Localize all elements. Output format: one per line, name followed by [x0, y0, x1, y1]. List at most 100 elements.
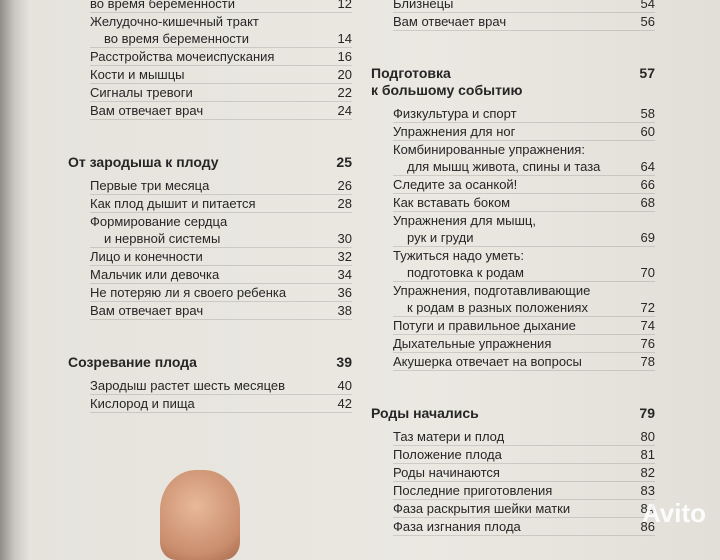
entry-page: 68 [640, 195, 655, 210]
toc-entry: Кости и мышцы 20 [90, 66, 352, 84]
entry-page: 32 [337, 249, 352, 264]
entry-line: Положение плода [393, 447, 502, 462]
entry-line: Потуги и правильное дыхание [393, 318, 576, 333]
entry-line: Дыхательные упражнения [393, 336, 552, 351]
toc-section: Подготовка к большому событию 57 Физкультур… [371, 65, 655, 371]
entry-line: Акушерка отвечает на вопросы [393, 354, 582, 369]
entry-page: 56 [640, 14, 655, 29]
entry-text: Желудочно-кишечный тракт во время беремен… [90, 13, 259, 47]
toc-entry: Расстройства мочеиспускания 16 [90, 48, 352, 66]
entry-page: 40 [337, 378, 352, 393]
entry-page: 60 [640, 124, 655, 139]
entry-line: во время беременности [104, 31, 250, 46]
entry-text: Вам отвечает врач [90, 302, 203, 319]
toc-entry: Мальчик или девочка 34 [90, 266, 352, 284]
entry-line: Как плод дышит и питается [90, 196, 256, 211]
entry-page: 72 [640, 300, 655, 315]
entry-text: Близнецы [393, 0, 453, 12]
entry-line: рук и груди [407, 230, 474, 245]
heading-page: 25 [336, 154, 352, 170]
toc-entry: Последние приготовления 83 [393, 482, 655, 500]
entry-text: Физкультура и спорт [393, 105, 517, 122]
entry-page: 28 [337, 196, 352, 211]
toc-entry: Вам отвечает врач 24 [90, 102, 352, 120]
entry-line: Упражнения, подготавливающие [393, 283, 591, 298]
entry-line: Мальчик или девочка [90, 267, 220, 282]
entry-page: 20 [337, 67, 352, 82]
entry-line: Формирование сердца [90, 214, 228, 229]
entry-page: 86 [640, 519, 655, 534]
toc-entry: Комбинированные упражнения: для мышц живо… [393, 141, 655, 176]
entry-text: Не потеряю ли я своего ребенка [90, 284, 286, 301]
entry-text: Следите за осанкой! [393, 176, 517, 193]
heading-page: 39 [336, 354, 352, 370]
entry-line: Упражнения для ног [393, 124, 516, 139]
entry-line: Лицо и конечности [90, 249, 203, 264]
entry-text: Роды начинаются [393, 464, 500, 481]
entry-text: Как плод дышит и питается [90, 195, 256, 212]
toc-entry: Потуги и правильное дыхание 74 [393, 317, 655, 335]
toc-entry: Сигналы тревоги 22 [90, 84, 352, 102]
entry-line: Сигналы тревоги [90, 85, 193, 100]
heading-line: Подготовка [371, 65, 451, 81]
entry-text: во время беременности [90, 0, 235, 12]
entry-page: 83 [640, 483, 655, 498]
entry-line: Близнецы [393, 0, 454, 11]
section-heading: От зародыша к плоду 25 [68, 154, 352, 171]
toc-entry: Вам отвечает врач 38 [90, 302, 352, 320]
entry-text: Первые три месяца [90, 177, 209, 194]
entry-line: Таз матери и плод [393, 429, 505, 444]
entry-line: Упражнения для мышц, [393, 213, 536, 228]
heading-text: Подготовка к большому событию [371, 65, 523, 99]
entry-text: Кислород и пища [90, 395, 195, 412]
entry-page: 58 [640, 106, 655, 121]
entry-text: Фаза изгнания плода [393, 518, 521, 535]
entry-text: Таз матери и плод [393, 428, 504, 445]
entry-page: 16 [337, 49, 352, 64]
entry-page: 26 [337, 178, 352, 193]
entry-text: Зародыш растет шесть месяцев [90, 377, 285, 394]
entry-text: Формирование сердца и нервной системы [90, 213, 227, 247]
entry-text: Фаза раскрытия шейки матки [393, 500, 570, 517]
entry-page: 84 [640, 501, 655, 516]
heading-text: Созревание плода [68, 354, 197, 371]
heading-text: От зародыша к плоду [68, 154, 219, 171]
toc-entry: Как вставать боком 68 [393, 194, 655, 212]
entry-page: 64 [640, 159, 655, 174]
toc-entry: Дыхательные упражнения 76 [393, 335, 655, 353]
toc-section: От зародыша к плоду 25 Первые три месяца 26… [68, 154, 352, 320]
entry-page: 78 [640, 354, 655, 369]
entry-line: Зародыш растет шесть месяцев [90, 378, 285, 393]
entry-text: Потуги и правильное дыхание [393, 317, 576, 334]
toc-column: во время беременности 12 Желудочно-кишечны… [68, 0, 352, 413]
entry-line: во время беременности [90, 0, 236, 11]
entry-line: Комбинированные упражнения: [393, 142, 585, 157]
entry-line: Фаза изгнания плода [393, 519, 521, 534]
entry-line: Вам отвечает врач [90, 103, 204, 118]
toc-entry: Упражнения для мышц, рук и груди 69 [393, 212, 655, 247]
entry-text: Акушерка отвечает на вопросы [393, 353, 582, 370]
entry-page: 54 [640, 0, 655, 11]
entry-page: 36 [337, 285, 352, 300]
entry-text: Расстройства мочеиспускания [90, 48, 274, 65]
toc-column: Близнецы 54 Вам отвечает врач 56 Подготовка к… [371, 0, 655, 536]
toc-entry: Тужиться надо уметь: подготовка к родам 70 [393, 247, 655, 282]
entry-line: Фаза раскрытия шейки матки [393, 501, 571, 516]
toc-entry: Фаза раскрытия шейки матки 84 [393, 500, 655, 518]
entry-line: Расстройства мочеиспускания [90, 49, 275, 64]
section-heading: Роды начались 79 [371, 405, 655, 422]
toc-entry: Желудочно-кишечный тракт во время беремен… [90, 13, 352, 48]
entry-page: 14 [337, 31, 352, 46]
entry-page: 34 [337, 267, 352, 282]
entry-page: 38 [337, 303, 352, 318]
entry-page: 30 [337, 231, 352, 246]
toc-entry: Упражнения для ног 60 [393, 123, 655, 141]
entry-page: 81 [640, 447, 655, 462]
heading-line: к большому событию [371, 82, 523, 98]
entry-text: Вам отвечает врач [393, 13, 506, 30]
entry-text: Положение плода [393, 446, 502, 463]
entry-line: к родам в разных положениях [407, 300, 588, 315]
entry-page: 22 [337, 85, 352, 100]
entry-line: Не потеряю ли я своего ребенка [90, 285, 287, 300]
